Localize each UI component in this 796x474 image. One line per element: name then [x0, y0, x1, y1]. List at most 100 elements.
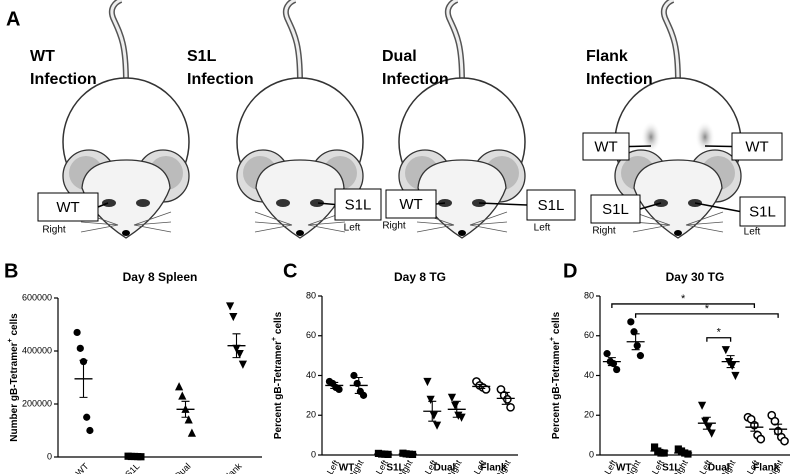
y-label-part: Percent gB-Tetramer — [273, 341, 284, 439]
y-tick-label: 20 — [584, 410, 594, 420]
label-box — [334, 188, 382, 221]
infection-title: Infection — [382, 71, 449, 88]
label-box — [590, 194, 641, 224]
chart-title: Day 30 TG — [666, 270, 725, 284]
panel-label: B — [4, 260, 18, 282]
nose — [674, 230, 682, 236]
significance-star: * — [681, 293, 686, 305]
label-text: S1L — [345, 196, 372, 213]
error-bar — [428, 400, 437, 422]
significance-bracket — [706, 337, 732, 342]
smudge — [695, 121, 715, 153]
point — [603, 350, 611, 358]
group-label: WT — [616, 463, 632, 474]
panel-label: A — [6, 8, 20, 30]
site-label: Left — [344, 223, 361, 234]
tail — [282, 0, 303, 83]
tail-inner — [110, 0, 128, 83]
whisker — [307, 224, 346, 233]
point — [731, 371, 740, 381]
y-label-part: Number gB-Tetramer — [9, 342, 20, 441]
point — [684, 450, 692, 458]
y-tick-label: 400000 — [22, 345, 52, 355]
connector — [97, 202, 109, 208]
point — [184, 415, 193, 424]
whisker — [254, 224, 293, 233]
connector — [317, 202, 336, 206]
point — [432, 421, 442, 430]
point — [429, 411, 438, 420]
point — [238, 360, 247, 369]
label-text: WT — [745, 138, 768, 155]
point — [83, 413, 91, 421]
point — [76, 344, 84, 352]
point — [86, 426, 94, 435]
point — [426, 395, 435, 404]
site-label: Left — [744, 227, 761, 238]
error-bar — [330, 381, 339, 389]
eye — [102, 199, 116, 207]
point — [503, 395, 512, 404]
error-bar — [452, 400, 461, 418]
x-tick-label: WT — [74, 461, 91, 474]
chart-title: Day 8 Spleen — [123, 270, 198, 284]
point — [187, 428, 196, 437]
y-tick-label: 40 — [584, 370, 594, 380]
label-text: WT — [594, 138, 617, 155]
chart-title: Day 8 TG — [394, 270, 446, 284]
error-bar — [403, 453, 412, 455]
point — [721, 346, 730, 355]
group-label: Dual — [434, 463, 456, 474]
mouse — [62, 0, 190, 239]
head — [255, 159, 345, 239]
point — [636, 352, 645, 360]
y-tick-label: 0 — [47, 451, 52, 461]
label-box — [385, 189, 437, 219]
point — [627, 318, 635, 326]
error-bar — [631, 333, 640, 351]
tail — [660, 0, 681, 83]
point — [335, 385, 343, 394]
label-text: S1L — [602, 201, 629, 218]
label-box — [739, 196, 786, 227]
error-bar — [379, 453, 388, 455]
y-label-part: + — [271, 337, 278, 341]
panel-label: C — [283, 260, 297, 282]
error-bar — [726, 355, 735, 369]
point — [423, 377, 432, 387]
infection-title: Dual — [382, 48, 417, 65]
whisker — [685, 224, 724, 233]
eye — [276, 199, 290, 207]
whisker — [632, 224, 671, 233]
y-axis-label: Percent gB-Tetramer+ cells — [549, 311, 561, 439]
infection-title: WT — [30, 48, 55, 65]
whisker — [469, 221, 508, 226]
y-tick-label: 20 — [306, 410, 316, 420]
point — [506, 402, 515, 412]
point — [229, 312, 238, 322]
site-label: Right — [42, 225, 66, 236]
mouse — [614, 0, 742, 239]
significance-bracket — [611, 303, 756, 308]
tail-inner — [284, 0, 302, 83]
point — [707, 429, 716, 438]
whisker — [133, 211, 172, 226]
point — [770, 416, 780, 426]
point — [650, 443, 659, 451]
y-axis-label: Number gB-Tetramer+ cells — [7, 313, 19, 442]
mouse — [236, 0, 364, 239]
whisker — [685, 211, 724, 226]
nose — [296, 230, 304, 236]
label-box — [37, 192, 99, 222]
y-tick-label: 200000 — [22, 398, 52, 408]
label-text: WT — [399, 196, 422, 213]
y-tick-label: 60 — [306, 330, 316, 340]
whisker — [80, 224, 119, 233]
error-bar — [750, 422, 759, 432]
tail-inner — [446, 0, 464, 83]
y-tick-label: 40 — [306, 370, 316, 380]
label-text: S1L — [749, 203, 776, 220]
error-bar — [607, 357, 616, 367]
whisker — [254, 221, 293, 226]
